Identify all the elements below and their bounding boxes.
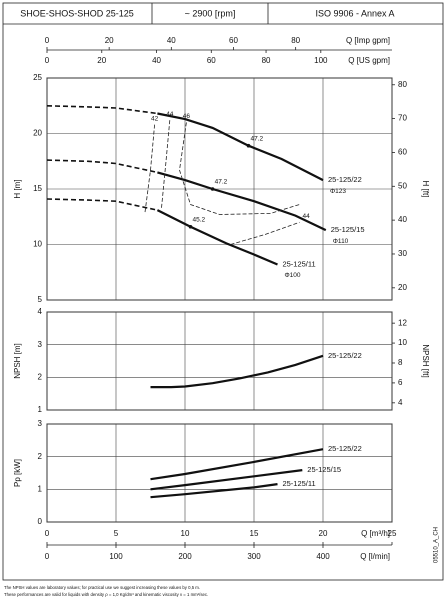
x-tick-label: 60 xyxy=(207,56,216,65)
y-tick-label: 2 xyxy=(38,452,43,461)
y-tick-label: 1 xyxy=(38,405,43,414)
x-tick-label: 40 xyxy=(152,56,161,65)
curve-label: 25-125/15 xyxy=(307,465,341,474)
y-tick-label: 10 xyxy=(33,240,42,249)
x-tick-label: 25 xyxy=(388,529,397,538)
y-axis-title: NPSH [m] xyxy=(13,343,22,379)
y2-axis-title: NPSH [ft] xyxy=(421,344,430,377)
efficiency-label: 42 xyxy=(151,115,159,122)
outer-frame xyxy=(2,2,444,581)
curve-sublabel: Φ123 xyxy=(330,188,346,195)
y2-tick-label: 50 xyxy=(398,181,407,190)
y-tick-label: 15 xyxy=(33,184,42,193)
x-tick-label: 400 xyxy=(316,552,330,561)
drawing-code: 05510_A_CH xyxy=(434,527,440,563)
x-tick-label: 80 xyxy=(262,56,271,65)
x-tick-label: 100 xyxy=(314,56,328,65)
x-axis-title: Q [m³/h] xyxy=(361,529,390,538)
efficiency-curve xyxy=(230,221,300,245)
y2-tick-label: 60 xyxy=(398,148,407,157)
curve xyxy=(157,112,324,182)
y-tick-label: 20 xyxy=(33,129,42,138)
efficiency-point-label: 47.2 xyxy=(215,179,228,186)
y-tick-label: 2 xyxy=(38,372,43,381)
x-tick-label: 100 xyxy=(109,552,123,561)
y-tick-label: 4 xyxy=(38,307,43,316)
curve-label: 25-125/22 xyxy=(328,444,362,453)
y2-tick-label: 70 xyxy=(398,114,407,123)
y2-tick-label: 40 xyxy=(398,215,407,224)
x-tick-label: 15 xyxy=(250,529,259,538)
x-tick-label: 20 xyxy=(319,529,328,538)
x-tick-label: 5 xyxy=(114,529,119,538)
y-tick-label: 1 xyxy=(38,484,43,493)
y2-tick-label: 10 xyxy=(398,338,407,347)
speed: ~ 2900 [rpm] xyxy=(185,8,236,18)
y2-tick-label: 4 xyxy=(398,398,403,407)
y-axis-title: Pp [kW] xyxy=(13,459,22,487)
x-tick-label: 20 xyxy=(105,36,114,45)
y2-tick-label: 30 xyxy=(398,249,407,258)
x-tick-label: 0 xyxy=(45,552,50,561)
efficiency-point xyxy=(188,224,193,229)
efficiency-point-label: 47.2 xyxy=(250,135,263,142)
curve-sublabel: Φ100 xyxy=(284,272,300,279)
x-tick-label: 0 xyxy=(45,56,50,65)
curve-extrapolated xyxy=(46,159,158,174)
curve-extrapolated xyxy=(46,198,158,211)
curve-label: 25-125/11 xyxy=(282,259,315,268)
curve xyxy=(150,469,303,491)
y-tick-label: 25 xyxy=(33,73,42,82)
curve xyxy=(150,483,278,499)
standard: ISO 9906 - Annex A xyxy=(315,8,394,18)
note: The NPSH values are laboratory values; f… xyxy=(4,585,200,590)
x-axis-title: Q [l/min] xyxy=(360,552,390,561)
curve-extrapolated xyxy=(46,105,158,115)
x-tick-label: 10 xyxy=(181,529,190,538)
curve-sublabel: Φ110 xyxy=(333,238,349,245)
x-tick-label: 40 xyxy=(167,36,176,45)
x-tick-label: 80 xyxy=(291,36,300,45)
x-tick-label: 0 xyxy=(45,36,50,45)
efficiency-point xyxy=(210,187,215,191)
y2-tick-label: 12 xyxy=(398,318,407,327)
efficiency-point xyxy=(246,143,251,148)
efficiency-curve xyxy=(161,120,171,208)
curve-label: 25-125/11 xyxy=(282,479,315,488)
efficiency-label: 46 xyxy=(183,113,191,120)
y2-tick-label: 20 xyxy=(398,283,407,292)
y-tick-label: 3 xyxy=(38,419,43,428)
x-axis-title: Q [US gpm] xyxy=(348,56,390,65)
efficiency-label: 44 xyxy=(303,213,311,220)
x-tick-label: 200 xyxy=(178,552,192,561)
curve-label: 25-125/22 xyxy=(328,175,362,184)
efficiency-label: 44 xyxy=(166,111,174,118)
y-tick-label: 5 xyxy=(38,295,43,304)
x-axis-title: Q [Imp gpm] xyxy=(346,36,390,45)
x-tick-label: 0 xyxy=(45,529,50,538)
curve-label: 25-125/15 xyxy=(331,225,365,234)
x-tick-label: 60 xyxy=(229,36,238,45)
y2-tick-label: 80 xyxy=(398,80,407,89)
curve xyxy=(156,209,278,266)
efficiency-point-label: 45.2 xyxy=(193,216,206,223)
curve xyxy=(157,171,327,232)
y2-axis-title: H [ft] xyxy=(421,181,430,198)
y-axis-title: H [m] xyxy=(13,179,22,198)
plot-frame xyxy=(46,311,393,411)
y2-tick-label: 8 xyxy=(398,358,403,367)
note: These performances are valid for liquids… xyxy=(4,592,208,597)
y-tick-label: 0 xyxy=(38,517,43,526)
curve xyxy=(150,354,324,389)
x-tick-label: 300 xyxy=(247,552,261,561)
curve-label: 25-125/22 xyxy=(328,351,362,360)
y-tick-label: 3 xyxy=(38,340,43,349)
efficiency-curve xyxy=(144,124,155,213)
x-tick-label: 20 xyxy=(97,56,106,65)
curve xyxy=(150,448,324,481)
model: SHOE-SHOS-SHOD 25-125 xyxy=(20,8,134,18)
y2-tick-label: 6 xyxy=(398,378,403,387)
efficiency-curve xyxy=(179,122,300,215)
